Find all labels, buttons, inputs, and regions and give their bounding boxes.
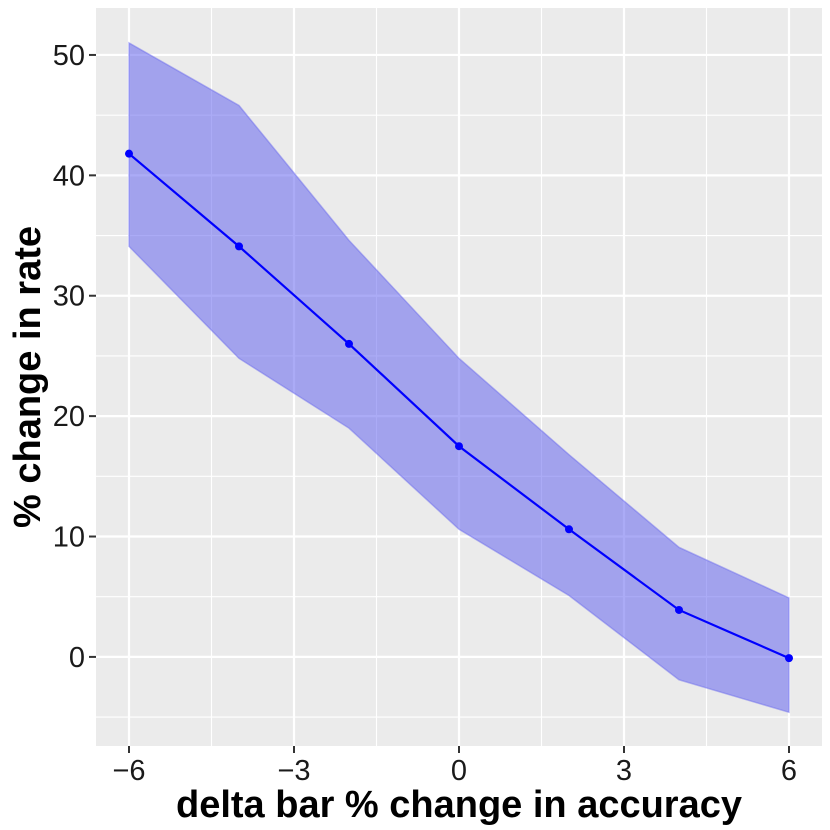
y-axis-ticks: 0 10 20 30 40 50 [53,40,96,674]
y-tick-label: 40 [53,160,85,192]
data-points [125,149,793,663]
data-point [235,242,243,251]
grid-major-lines [96,8,822,746]
data-point [785,654,793,663]
data-point [675,605,683,614]
y-tick-label: 10 [53,522,85,554]
data-point [125,149,133,158]
x-tick-label: −3 [277,755,310,787]
x-tick-label: 3 [616,755,632,787]
data-point [345,339,353,348]
data-point [455,442,463,451]
x-axis-title: delta bar % change in accuracy [176,784,742,826]
x-tick-label: −6 [112,755,145,787]
x-axis-ticks: −6 −3 0 3 6 [112,746,797,787]
y-tick-label: 0 [69,642,85,674]
x-tick-label: 0 [451,755,467,787]
y-tick-label: 50 [53,40,85,72]
y-axis-title: % change in rate [7,226,49,528]
data-point [565,525,573,534]
confidence-ribbon [128,41,790,714]
y-tick-label: 30 [53,281,85,313]
x-tick-label: 6 [781,755,797,787]
y-tick-label: 20 [53,401,85,433]
